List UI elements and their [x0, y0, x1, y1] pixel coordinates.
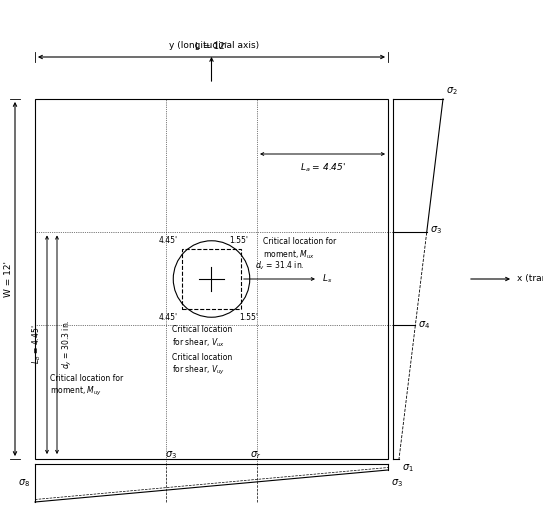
Text: x (transverse axis): x (transverse axis) — [517, 274, 543, 284]
Text: $L_s$: $L_s$ — [322, 273, 332, 285]
Bar — [182, 249, 241, 309]
Text: $\sigma_r$: $\sigma_r$ — [250, 449, 262, 461]
Text: $L_a$ = 4.45': $L_a$ = 4.45' — [300, 162, 345, 174]
Text: $\sigma_4$: $\sigma_4$ — [418, 320, 431, 332]
Text: L = 12': L = 12' — [195, 42, 228, 51]
Bar — [35, 99, 388, 459]
Text: $d_y$ = 30.3 in.: $d_y$ = 30.3 in. — [61, 320, 74, 370]
Text: $\sigma_3$: $\sigma_3$ — [391, 477, 403, 489]
Text: $\sigma_8$: $\sigma_8$ — [18, 477, 30, 489]
Text: $\sigma_3$: $\sigma_3$ — [165, 449, 177, 461]
Text: Critical location
for shear, $V_{uy}$: Critical location for shear, $V_{uy}$ — [172, 354, 232, 377]
Text: $L_b$ = 4.45': $L_b$ = 4.45' — [30, 325, 43, 364]
Text: 1.55': 1.55' — [229, 236, 248, 245]
Text: 1.55': 1.55' — [239, 313, 258, 322]
Text: Critical location
for shear, $V_{ux}$: Critical location for shear, $V_{ux}$ — [172, 325, 232, 349]
Text: $\sigma_3$: $\sigma_3$ — [430, 225, 441, 236]
Text: Critical location for
moment, $M_{ux}$: Critical location for moment, $M_{ux}$ — [263, 237, 336, 261]
Text: $\sigma_1$: $\sigma_1$ — [402, 462, 414, 474]
Text: $\sigma_2$: $\sigma_2$ — [446, 85, 458, 97]
Text: $d_v$ = 31.4 in.: $d_v$ = 31.4 in. — [255, 260, 304, 272]
Text: W = 12': W = 12' — [4, 261, 14, 297]
Text: Critical location for
moment, $M_{uy}$: Critical location for moment, $M_{uy}$ — [50, 374, 123, 398]
Text: 4.45': 4.45' — [159, 313, 178, 322]
Text: y (longitudinal axis): y (longitudinal axis) — [169, 41, 260, 50]
Text: 4.45': 4.45' — [159, 236, 178, 245]
